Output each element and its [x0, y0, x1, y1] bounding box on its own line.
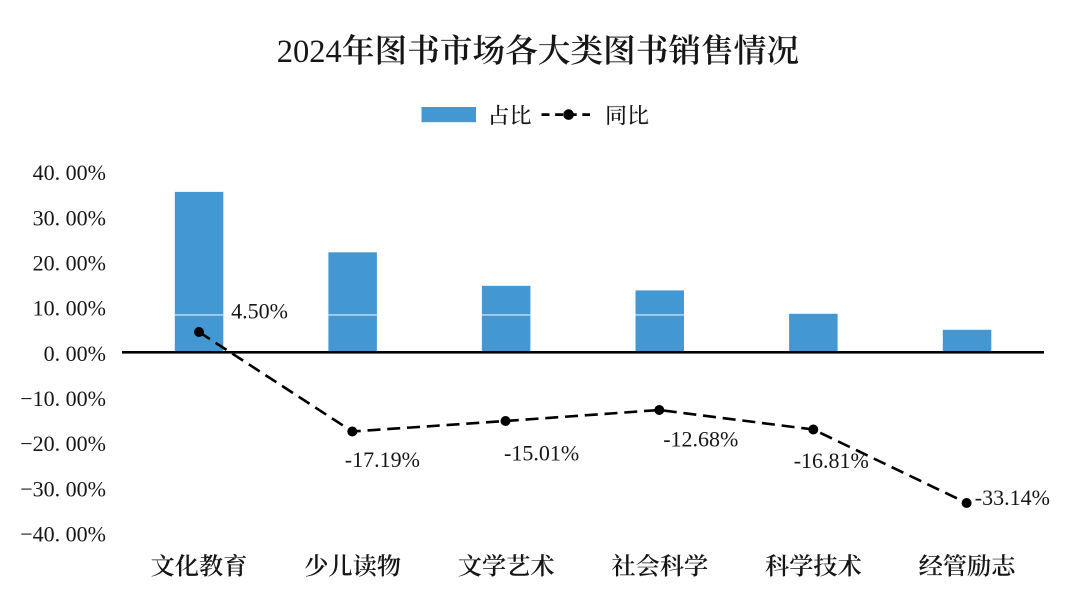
svg-text:-17.19%: -17.19%	[345, 447, 420, 472]
svg-text:−40. 00%: −40. 00%	[20, 522, 106, 547]
svg-text:-12.68%: -12.68%	[663, 427, 738, 452]
svg-text:−10. 00%: −10. 00%	[20, 386, 106, 411]
svg-text:4.50%: 4.50%	[231, 299, 288, 324]
svg-text:10. 00%: 10. 00%	[33, 296, 106, 321]
svg-text:-15.01%: -15.01%	[504, 440, 579, 465]
svg-text:−20. 00%: −20. 00%	[20, 431, 106, 456]
svg-text:−30. 00%: −30. 00%	[20, 476, 106, 501]
svg-text:0. 00%: 0. 00%	[44, 341, 106, 366]
svg-text:20. 00%: 20. 00%	[33, 251, 106, 276]
svg-text:40. 00%: 40. 00%	[33, 160, 106, 185]
svg-text:-33.14%: -33.14%	[975, 485, 1050, 510]
svg-text:-16.81%: -16.81%	[794, 448, 869, 473]
svg-text:30. 00%: 30. 00%	[33, 205, 106, 230]
svg-text:2024: 2024	[277, 34, 342, 70]
